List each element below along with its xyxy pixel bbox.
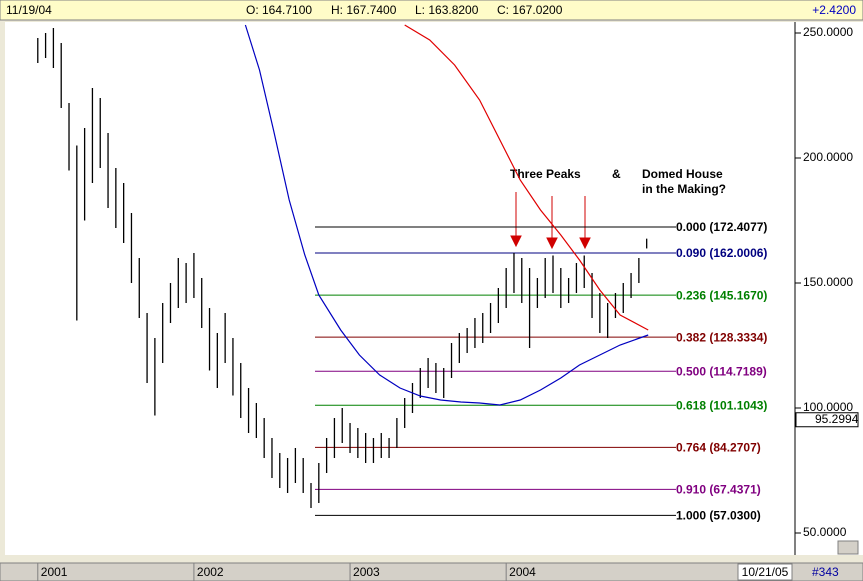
moving-average [244, 24, 649, 406]
header-change: +2.4200 [812, 3, 856, 17]
y-tick-label: 250.0000 [803, 25, 853, 39]
moving-average [404, 24, 649, 331]
price-marker-box [795, 412, 859, 428]
plot-area [5, 22, 795, 555]
fib-label: 0.236 (145.1670) [676, 288, 767, 302]
annotation: in the Making? [642, 182, 726, 196]
separator [0, 555, 863, 563]
x-tick-label: 2004 [509, 565, 536, 579]
header-bar [0, 0, 863, 21]
y-axis-panel [795, 22, 863, 555]
header-date: 11/19/04 [6, 3, 52, 17]
fib-label: 0.764 (84.2707) [676, 440, 761, 454]
header-close: C: 167.0200 [497, 3, 563, 17]
fib-label: 0.000 (172.4077) [676, 220, 767, 234]
y-tick-label: 200.0000 [803, 150, 853, 164]
arrows [510, 192, 591, 250]
footer-id: #343 [812, 565, 839, 579]
fib-label: 1.000 (57.0300) [676, 509, 761, 523]
header-low: L: 163.8200 [415, 3, 479, 17]
plot [37, 24, 676, 516]
header-open: O: 164.7100 [246, 3, 312, 17]
arrow-head [546, 237, 558, 250]
y-tick-label: 50.0000 [803, 525, 847, 539]
footer-date: 10/21/05 [742, 565, 789, 579]
fib-label: 0.500 (114.7189) [676, 364, 767, 378]
fib-label: 0.382 (128.3334) [676, 330, 767, 344]
price-marker-label: 95.2994 [815, 412, 859, 426]
header-high: H: 167.7400 [331, 3, 397, 17]
annotation: Three Peaks [510, 167, 581, 181]
y-tick-label: 100.0000 [803, 400, 853, 414]
y-tick-label: 150.0000 [803, 275, 853, 289]
annotation: & [612, 167, 621, 181]
footer-date-box [737, 563, 793, 581]
x-tick-label: 2001 [41, 565, 68, 579]
x-tick-label: 2002 [197, 565, 224, 579]
fib-label: 0.618 (101.1043) [676, 398, 767, 412]
arrow-head [579, 237, 591, 250]
fib-label: 0.910 (67.4371) [676, 483, 761, 497]
footer-bar [0, 562, 863, 581]
fib-label: 0.090 (162.0006) [676, 246, 767, 260]
x-tick-label: 2003 [353, 565, 380, 579]
arrow-head [510, 235, 522, 248]
corner-icon [837, 540, 859, 555]
annotation: Domed House [642, 167, 723, 181]
